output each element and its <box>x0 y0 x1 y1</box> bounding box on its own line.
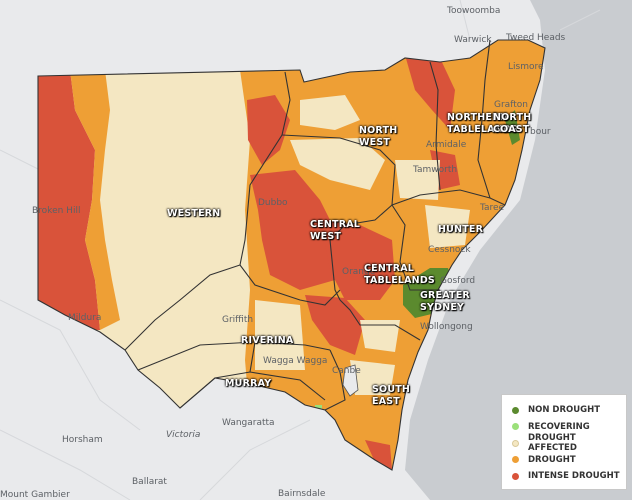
place-label-tweed-heads: Tweed Heads <box>506 33 566 43</box>
place-label-horsham: Horsham <box>62 435 103 445</box>
legend-item-recovering: RECOVERING <box>512 419 626 436</box>
legend-item-drought-affected: DROUGHT AFFECTED <box>512 433 626 454</box>
region-label-north-coast[interactable]: NORTH COAST <box>493 112 532 135</box>
region-label-hunter[interactable]: HUNTER <box>438 224 484 235</box>
legend-label: INTENSE DROUGHT <box>528 471 620 482</box>
place-label-gosford: Gosford <box>440 276 476 286</box>
region-label-western[interactable]: WESTERN <box>167 208 221 219</box>
place-label-cessnock: Cessnock <box>428 245 471 255</box>
region-label-south-east[interactable]: SOUTH EAST <box>372 384 411 407</box>
legend-swatch-recovering <box>512 423 519 431</box>
legend-swatch-intense-drought <box>512 472 519 480</box>
place-label-mount-gambier: Mount Gambier <box>0 490 70 500</box>
legend-label: DROUGHT AFFECTED <box>528 433 577 454</box>
legend-label: DROUGHT <box>528 454 576 465</box>
place-label-victoria: Victoria <box>166 430 201 440</box>
place-label-coffs: bour <box>530 127 551 137</box>
legend-swatch-drought-affected <box>512 439 519 447</box>
region-label-north-west[interactable]: NORTH WEST <box>359 125 398 148</box>
place-label-canberra: Canbe <box>332 366 361 376</box>
legend-item-drought: DROUGHT <box>512 452 626 469</box>
place-label-grafton: Grafton <box>494 100 528 110</box>
place-label-mildura: Mildura <box>68 313 102 323</box>
legend-swatch-non-drought <box>512 406 519 414</box>
legend-item-intense-drought: INTENSE DROUGHT <box>512 468 626 485</box>
place-label-bairnsdale: Bairnsdale <box>278 489 326 499</box>
place-label-orange: Orange <box>342 267 376 277</box>
legend-label: NON DROUGHT <box>528 405 601 416</box>
place-label-broken-hill: Broken Hill <box>32 206 81 216</box>
region-label-riverina[interactable]: RIVERINA <box>241 335 294 346</box>
region-label-northern-tablelands[interactable]: NORTHERN TABLELANDS <box>447 112 518 135</box>
place-label-dubbo: Dubbo <box>258 198 288 208</box>
place-label-armidale: Armidale <box>426 140 467 150</box>
region-label-greater-sydney[interactable]: GREATER SYDNEY <box>420 290 470 313</box>
map-legend: NON DROUGHT RECOVERING DROUGHT AFFECTED … <box>501 394 627 490</box>
place-label-griffith: Griffith <box>222 315 254 325</box>
place-label-toowoomba: Toowoomba <box>447 6 501 16</box>
place-label-tamworth: Tamworth <box>413 165 458 175</box>
region-label-murray[interactable]: MURRAY <box>225 378 272 389</box>
legend-swatch-drought <box>512 456 519 464</box>
place-label-wollongong: Wollongong <box>420 322 473 332</box>
place-label-wangaratta: Wangaratta <box>222 418 275 428</box>
region-label-central-tablelands[interactable]: CENTRAL TABLELANDS <box>364 263 435 286</box>
place-label-warwick: Warwick <box>454 35 492 45</box>
legend-label: RECOVERING <box>528 421 590 432</box>
place-label-lismore: Lismore <box>508 62 544 72</box>
place-label-ballarat: Ballarat <box>132 477 167 487</box>
region-label-central-west[interactable]: CENTRAL WEST <box>310 219 361 242</box>
place-label-wagga-wagga: Wagga Wagga <box>263 356 328 366</box>
legend-item-non-drought: NON DROUGHT <box>512 402 626 419</box>
place-label-taree: Taree <box>480 203 505 213</box>
